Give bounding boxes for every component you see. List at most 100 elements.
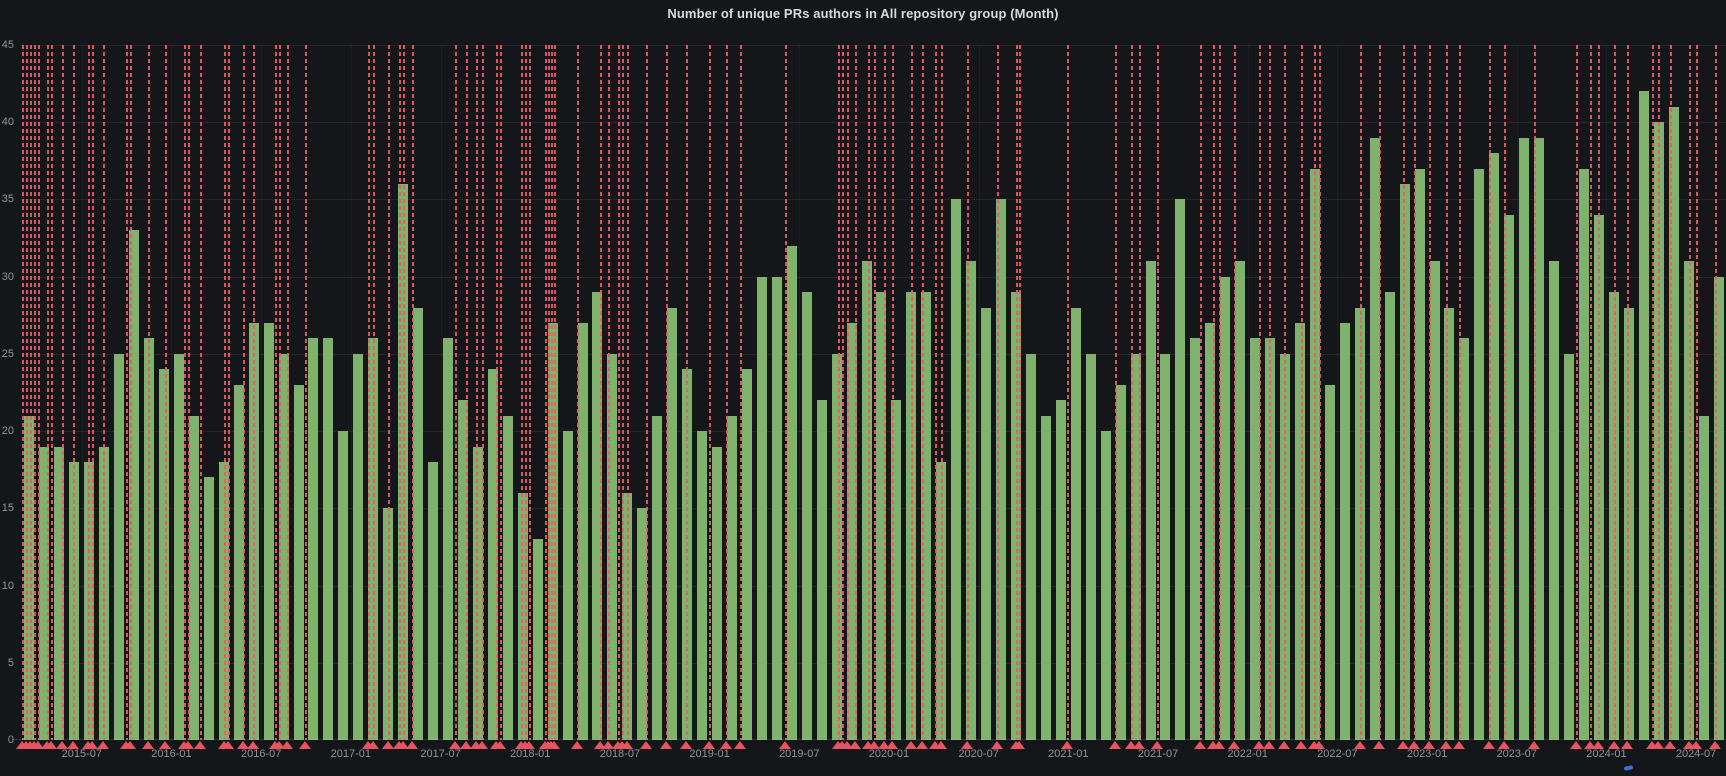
bar-2017-10[interactable] [487,369,498,740]
annotation-line-24[interactable] [253,45,255,740]
annotation-line-80[interactable] [1139,45,1141,740]
bar-2018-09[interactable] [652,415,663,740]
annotation-line-79[interactable] [1131,45,1133,740]
annotation-marker-53[interactable] [621,741,633,749]
bar-2016-10[interactable] [308,338,319,740]
annotation-line-61[interactable] [838,45,840,740]
annotation-marker-12[interactable] [86,741,98,749]
bar-2021-10[interactable] [1205,323,1216,740]
annotation-line-40[interactable] [500,45,502,740]
annotation-line-15[interactable] [130,45,132,740]
bar-2020-11[interactable] [1040,415,1051,740]
bar-2016-05[interactable] [233,384,244,740]
annotation-line-66[interactable] [874,45,876,740]
annotation-line-74[interactable] [997,45,999,740]
bar-2018-10[interactable] [667,307,678,740]
annotation-marker-60[interactable] [779,741,791,749]
bar-2016-08[interactable] [278,353,289,740]
annotation-line-36[interactable] [466,45,468,740]
bar-2020-03[interactable] [921,292,932,740]
annotation-marker-47[interactable] [548,741,560,749]
bar-2016-07[interactable] [263,323,274,740]
annotation-marker-70[interactable] [916,741,928,749]
annotation-line-90[interactable] [1314,45,1316,740]
annotation-line-9[interactable] [62,45,64,740]
bar-2021-12[interactable] [1235,261,1246,740]
annotation-marker-50[interactable] [602,741,614,749]
annotation-line-112[interactable] [1715,45,1717,740]
annotation-line-76[interactable] [1019,45,1021,740]
annotation-marker-67[interactable] [878,741,890,749]
annotation-marker-19[interactable] [182,741,194,749]
annotation-marker-100[interactable] [1498,741,1510,749]
annotation-line-97[interactable] [1446,45,1448,740]
bar-2022-01[interactable] [1250,338,1261,740]
annotation-line-70[interactable] [922,45,924,740]
annotation-marker-15[interactable] [124,741,136,749]
bar-2017-08[interactable] [457,400,468,740]
bar-2020-12[interactable] [1055,400,1066,740]
annotation-line-72[interactable] [941,45,943,740]
bar-2023-06[interactable] [1504,214,1515,740]
bar-2021-06[interactable] [1145,261,1156,740]
bar-2018-08[interactable] [637,508,648,740]
annotation-marker-110[interactable] [1683,741,1695,749]
bar-2022-07[interactable] [1339,323,1350,740]
annotation-line-106[interactable] [1627,45,1629,740]
annotation-marker-17[interactable] [159,741,171,749]
annotation-line-93[interactable] [1379,45,1381,740]
annotation-marker-98[interactable] [1453,741,1465,749]
bar-2016-11[interactable] [323,338,334,740]
annotation-line-53[interactable] [627,45,629,740]
bar-2022-08[interactable] [1354,307,1365,740]
bar-2024-06[interactable] [1683,261,1694,740]
bar-2019-08[interactable] [816,400,827,740]
bar-2021-04[interactable] [1115,384,1126,740]
bar-2021-01[interactable] [1070,307,1081,740]
bar-2020-08[interactable] [996,199,1007,740]
annotation-marker-33[interactable] [397,741,409,749]
annotation-line-109[interactable] [1670,45,1672,740]
annotation-marker-16[interactable] [142,741,154,749]
bar-2018-01[interactable] [532,539,543,740]
bar-2022-04[interactable] [1295,323,1305,740]
annotation-marker-93[interactable] [1373,741,1385,749]
bar-2015-03[interactable] [24,415,35,740]
annotation-line-38[interactable] [482,45,484,740]
annotation-marker-73[interactable] [961,741,973,749]
annotation-marker-86[interactable] [1253,741,1265,749]
annotation-line-17[interactable] [165,45,167,740]
annotation-line-98[interactable] [1459,45,1461,740]
annotation-line-60[interactable] [785,45,787,740]
annotation-marker-8[interactable] [45,741,57,749]
annotation-line-32[interactable] [399,45,401,740]
bar-2021-05[interactable] [1130,353,1141,740]
annotation-line-52[interactable] [622,45,624,740]
bar-2016-03[interactable] [203,477,214,740]
annotation-marker-82[interactable] [1194,741,1206,749]
bar-2020-05[interactable] [951,199,962,740]
annotation-marker-27[interactable] [281,741,293,749]
annotation-line-28[interactable] [305,45,307,740]
annotation-marker-78[interactable] [1109,741,1121,749]
bar-2016-12[interactable] [338,431,349,740]
annotation-line-18[interactable] [184,45,186,740]
annotation-marker-109[interactable] [1664,741,1676,749]
annotation-marker-103[interactable] [1584,741,1596,749]
bar-2022-06[interactable] [1324,384,1335,740]
annotation-marker-64[interactable] [849,741,861,749]
bar-2018-06[interactable] [607,353,618,740]
annotation-marker-108[interactable] [1652,741,1664,749]
bar-2023-04[interactable] [1474,168,1485,740]
annotation-line-3[interactable] [26,45,28,740]
annotation-line-26[interactable] [279,45,281,740]
annotation-line-108[interactable] [1658,45,1660,740]
annotation-line-84[interactable] [1219,45,1221,740]
bar-2021-07[interactable] [1160,353,1171,740]
annotation-line-68[interactable] [892,45,894,740]
annotation-line-16[interactable] [148,45,150,740]
annotation-line-33[interactable] [403,45,405,740]
bar-2024-05[interactable] [1668,106,1679,740]
annotation-line-8[interactable] [51,45,53,740]
annotation-line-42[interactable] [525,45,527,740]
